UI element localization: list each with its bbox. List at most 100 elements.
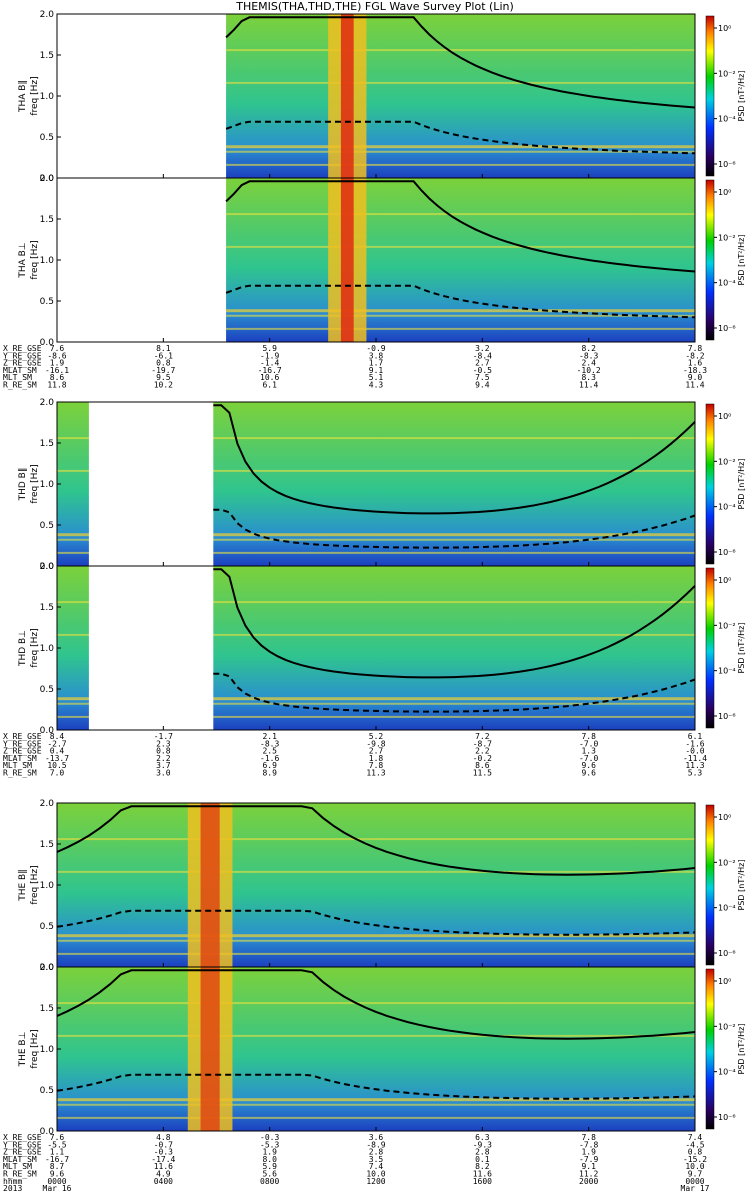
ephemeris-value: -0.0: [685, 747, 704, 756]
y-tick-label: 0.0: [40, 726, 55, 736]
ephemeris-value: -10.2: [577, 366, 601, 375]
spectrogram-fill: [226, 14, 695, 178]
ephemeris-value: 1.1: [50, 1148, 65, 1157]
colorbar-tick-label: 10⁰: [718, 412, 731, 421]
colorbar-tick-label: 10⁻⁴: [718, 115, 736, 124]
ephemeris-value: -18.3: [683, 366, 707, 375]
harmonic-dashed-curve: [225, 284, 696, 319]
panel-ylabel: THA B⊥: [18, 242, 28, 278]
perigee-emission-core: [340, 178, 354, 342]
panel-ylabel: THD B⊥: [18, 630, 28, 667]
y-tick-label: 2.0: [40, 562, 55, 572]
y-tick-label: 0.0: [40, 562, 55, 572]
colorbar-label: PSD [nT²/Hz]: [737, 860, 746, 911]
ephemeris-value: -0.3: [154, 1148, 173, 1157]
ephemeris-value: 3.8: [369, 351, 384, 360]
panel-yunit: freq [Hz]: [30, 240, 40, 279]
colorbar-tick-label: 10⁻⁶: [718, 1113, 736, 1122]
ephemeris-value: 2.2: [475, 747, 490, 756]
y-tick-label: 0.5: [40, 521, 54, 531]
ephemeris-value: 0000: [685, 1177, 704, 1186]
colorbar: [705, 179, 715, 341]
panel-ylabel: THA B‖: [18, 80, 28, 113]
gyrofrequency-curve: [225, 180, 696, 273]
ephemeris-value: -7.8: [579, 1140, 598, 1149]
ephemeris-value: -8.9: [366, 1140, 385, 1149]
ephemeris-value: 8.2: [581, 344, 596, 353]
ephemeris-value: 0000: [47, 1177, 66, 1186]
ephemeris-value: 11.3: [685, 761, 704, 770]
data-gap: [88, 402, 214, 566]
colorbar-label: PSD [nT²/Hz]: [737, 623, 746, 674]
ephemeris-value: 9.1: [369, 366, 384, 375]
spectrogram-fill: [57, 967, 695, 1131]
ephemeris-value: 0800: [260, 1177, 279, 1186]
ephemeris-label: X_RE_GSE: [3, 1133, 42, 1142]
ephemeris-value: -19.7: [151, 366, 175, 375]
ephemeris-value: 7.2: [475, 732, 490, 741]
colorbar-tick-label: 10⁰: [718, 576, 731, 585]
ephemeris-value: -8.3: [579, 351, 598, 360]
ephemeris-value: 1.6: [688, 359, 703, 368]
ephemeris-value: 9.0: [688, 373, 703, 382]
y-tick-label: 2.0: [40, 963, 55, 973]
ephemeris-value: 8.4: [50, 732, 65, 741]
harmonic-dashed-curve: [213, 672, 696, 713]
colorbar-tick-label: 10⁻²: [718, 621, 736, 630]
colorbar: [705, 15, 715, 177]
ephemeris-value: 0.4: [50, 747, 65, 756]
ephemeris-value: -8.7: [473, 739, 492, 748]
y-tick-label: 1.0: [40, 881, 55, 891]
ephemeris-label: Z_RE_GSE: [3, 359, 42, 368]
ephemeris-value: 0400: [154, 1177, 173, 1186]
colorbar-tick-label: 10⁰: [718, 977, 731, 986]
ephemeris-value: 3.0: [156, 769, 171, 778]
panel-yunit: freq [Hz]: [30, 76, 40, 115]
ephemeris-value: -7.0: [579, 754, 598, 763]
colorbar: [705, 968, 715, 1130]
spectral-band: [226, 163, 695, 166]
ephemeris-label: Z_RE_GSE: [3, 1148, 42, 1157]
ephemeris-label: R_RE_SM: [3, 1170, 37, 1179]
ephemeris-value: -11.4: [683, 754, 707, 763]
ephemeris-value: -8.2: [685, 351, 704, 360]
ephemeris-value: 1600: [473, 1177, 492, 1186]
ephemeris-value: 2.8: [475, 1148, 490, 1157]
ephemeris-value: -1.9: [260, 351, 279, 360]
ephemeris-value: -9.8: [366, 739, 385, 748]
y-tick-label: 0.5: [40, 922, 54, 932]
ephemeris-value: -1.4: [260, 359, 279, 368]
ephemeris-value: 8.6: [475, 761, 490, 770]
colorbar-tick-label: 10⁻⁶: [718, 324, 736, 333]
ephemeris-value: 3.7: [156, 761, 171, 770]
ephemeris-label: R_RE_SM: [3, 769, 37, 778]
panel-ylabel: THE B‖: [18, 869, 28, 902]
ephemeris-value: -17.4: [151, 1155, 175, 1164]
gyrofrequency-curve: [56, 969, 696, 1040]
low-frequency-band: [226, 145, 695, 149]
spectral-band: [57, 838, 695, 841]
ephemeris-value: -8.6: [47, 351, 66, 360]
ephemeris-label: X_RE_GSE: [3, 732, 42, 741]
colorbar-tick-label: 10⁻²: [718, 233, 736, 242]
spectral-band: [57, 437, 695, 440]
colorbar-tick-label: 10⁰: [718, 24, 731, 33]
ephemeris-value: 0.8: [156, 747, 171, 756]
colorbar: [705, 567, 715, 729]
spectral-band: [57, 538, 695, 541]
ephemeris-value: -0.7: [154, 1140, 173, 1149]
y-tick-label: 2.0: [40, 398, 55, 408]
ephemeris-value: 5.6: [262, 1170, 277, 1179]
ephemeris-value: 0.1: [475, 1155, 490, 1164]
ephemeris-value: 11.6: [473, 1170, 492, 1179]
ephemeris-value: 9.4: [475, 381, 490, 390]
ephemeris-value: -5.3: [260, 1140, 279, 1149]
ephemeris-value: 2.2: [156, 754, 171, 763]
spectral-band: [57, 551, 695, 554]
ephemeris-value: 11.6: [154, 1162, 173, 1171]
ephemeris-value: -15.2: [683, 1155, 707, 1164]
ephemeris-value: 10.5: [47, 761, 66, 770]
ephemeris-value: -1.6: [685, 739, 704, 748]
ephemeris-value: 7.8: [581, 732, 596, 741]
panel-ylabel: THD B‖: [18, 468, 28, 502]
